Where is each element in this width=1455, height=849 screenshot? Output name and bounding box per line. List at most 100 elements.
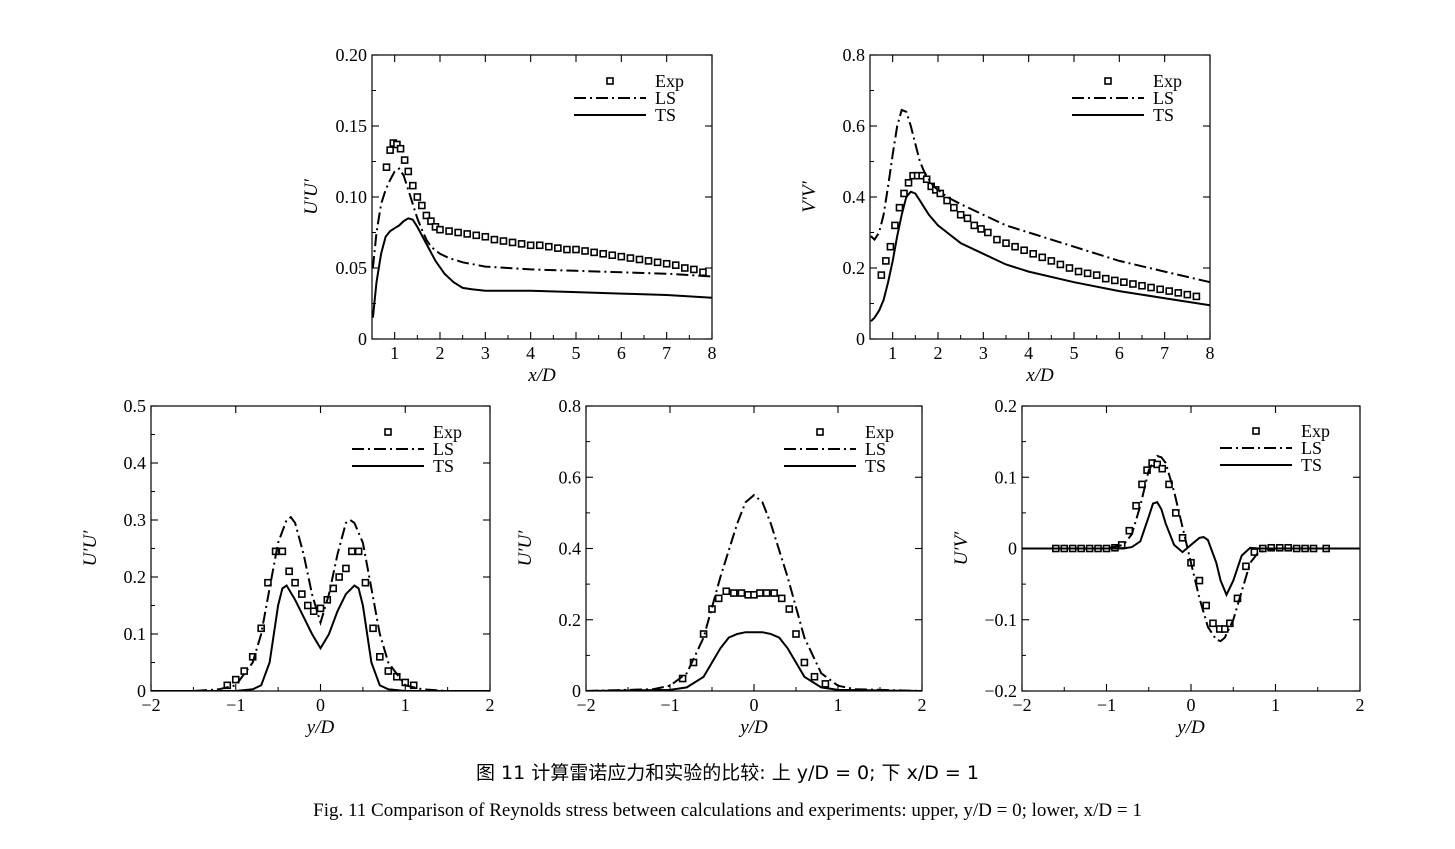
exp-marker — [977, 225, 985, 233]
series-group — [586, 493, 922, 691]
exp-marker — [376, 652, 384, 661]
x-tick-label: 1 — [834, 695, 843, 715]
y-tick-label: 0.3 — [124, 510, 147, 530]
x-tick-label: 5 — [572, 343, 581, 363]
legend-label-exp: Exp — [655, 71, 684, 91]
exp-marker — [563, 245, 571, 254]
exp-marker — [404, 167, 413, 176]
x-tick-label: 7 — [1160, 343, 1169, 363]
exp-marker — [285, 567, 293, 576]
exp-marker — [481, 232, 490, 241]
y-tick-label: 0 — [856, 329, 865, 349]
x-axis-label: y/D — [1175, 717, 1205, 738]
exp-marker — [472, 231, 481, 240]
exp-marker — [572, 245, 580, 254]
exp-marker — [1165, 287, 1173, 295]
exp-marker — [454, 228, 462, 237]
exp-marker — [396, 144, 405, 153]
x-tick-label: 1 — [888, 343, 897, 363]
exp-marker — [298, 590, 306, 598]
series-line-ls — [1022, 454, 1360, 643]
exp-marker — [1101, 274, 1110, 283]
x-tick-label: −1 — [660, 695, 679, 715]
y-tick-label: 0.2 — [843, 258, 866, 278]
exp-marker — [891, 221, 899, 230]
legend-symbol-exp — [1252, 427, 1260, 435]
y-tick-label: 0.2 — [559, 610, 582, 630]
exp-marker — [1056, 260, 1065, 269]
exp-marker — [369, 624, 377, 633]
exp-marker — [984, 228, 992, 237]
exp-marker — [413, 193, 422, 201]
exp-marker — [714, 594, 723, 603]
y-tick-label: 0.10 — [336, 187, 368, 207]
y-tick-label: 0 — [1008, 539, 1017, 559]
exp-marker — [329, 584, 338, 593]
exp-marker — [1002, 239, 1010, 247]
y-tick-label: 0 — [358, 329, 367, 349]
exp-marker — [882, 257, 890, 265]
exp-marker — [950, 203, 958, 212]
exp-marker — [904, 179, 913, 187]
exp-marker — [1138, 480, 1146, 489]
exp-marker — [608, 251, 617, 260]
exp-marker — [1092, 271, 1101, 279]
legend-label-exp: Exp — [1301, 421, 1330, 441]
y-tick-label: 0.2 — [124, 567, 147, 587]
exp-marker — [690, 265, 698, 274]
exp-marker — [662, 259, 671, 268]
exp-marker — [1038, 253, 1047, 262]
exp-marker — [386, 146, 394, 154]
y-tick-label: 0.15 — [336, 116, 368, 136]
x-tick-label: 0 — [1187, 695, 1196, 715]
exp-marker — [408, 181, 417, 190]
y-tick-label: 0.4 — [843, 187, 866, 207]
exp-marker — [770, 589, 778, 597]
exp-marker — [490, 235, 499, 244]
exp-marker — [1111, 276, 1119, 285]
legend-label-exp: Exp — [1153, 71, 1182, 91]
y-axis-label: U′U′ — [515, 530, 536, 567]
y-axis-label: U′U′ — [80, 530, 101, 567]
y-tick-label: 0.5 — [124, 396, 147, 416]
y-tick-label: 0.2 — [995, 396, 1018, 416]
exp-marker — [418, 201, 426, 210]
y-tick-label: 0.4 — [124, 453, 147, 473]
exp-marker — [231, 675, 240, 684]
figure-caption-chinese: 图 11 计算雷诺应力和实验的比较: 上 y/D = 0; 下 x/D = 1 — [476, 762, 979, 784]
exp-marker — [354, 547, 363, 556]
exp-marker — [1158, 464, 1167, 473]
x-tick-label: −2 — [141, 695, 160, 715]
x-tick-label: 1 — [401, 695, 410, 715]
exp-marker — [1153, 460, 1161, 469]
y-axis-label: V′V′ — [799, 180, 820, 212]
exp-marker — [635, 255, 644, 264]
y-axis-label: U′U′ — [301, 178, 322, 215]
legend-label-ts: TS — [1153, 105, 1174, 125]
series-line-ls — [372, 167, 712, 278]
exp-marker — [1138, 281, 1146, 290]
exp-marker — [963, 214, 972, 223]
x-tick-label: 2 — [918, 695, 927, 715]
exp-marker — [1020, 246, 1028, 255]
exp-marker — [1074, 267, 1083, 276]
exp-marker — [1156, 285, 1164, 294]
exp-marker — [737, 589, 746, 597]
x-tick-label: −2 — [576, 695, 595, 715]
legend-label-ls: LS — [1153, 88, 1174, 108]
series-line-ts — [586, 631, 922, 691]
exp-marker — [644, 257, 653, 265]
exp-marker — [384, 667, 393, 675]
exp-marker — [316, 604, 325, 613]
legend-label-ls: LS — [865, 439, 886, 459]
exp-marker — [1183, 290, 1192, 299]
exp-marker — [730, 589, 738, 597]
exp-marker — [581, 247, 589, 255]
exp-marker — [810, 672, 819, 681]
exp-marker — [303, 601, 312, 610]
x-tick-label: 8 — [1206, 343, 1215, 363]
x-tick-label: 2 — [934, 343, 943, 363]
y-tick-label: 0.8 — [559, 396, 582, 416]
series-line-ls — [870, 108, 1210, 284]
